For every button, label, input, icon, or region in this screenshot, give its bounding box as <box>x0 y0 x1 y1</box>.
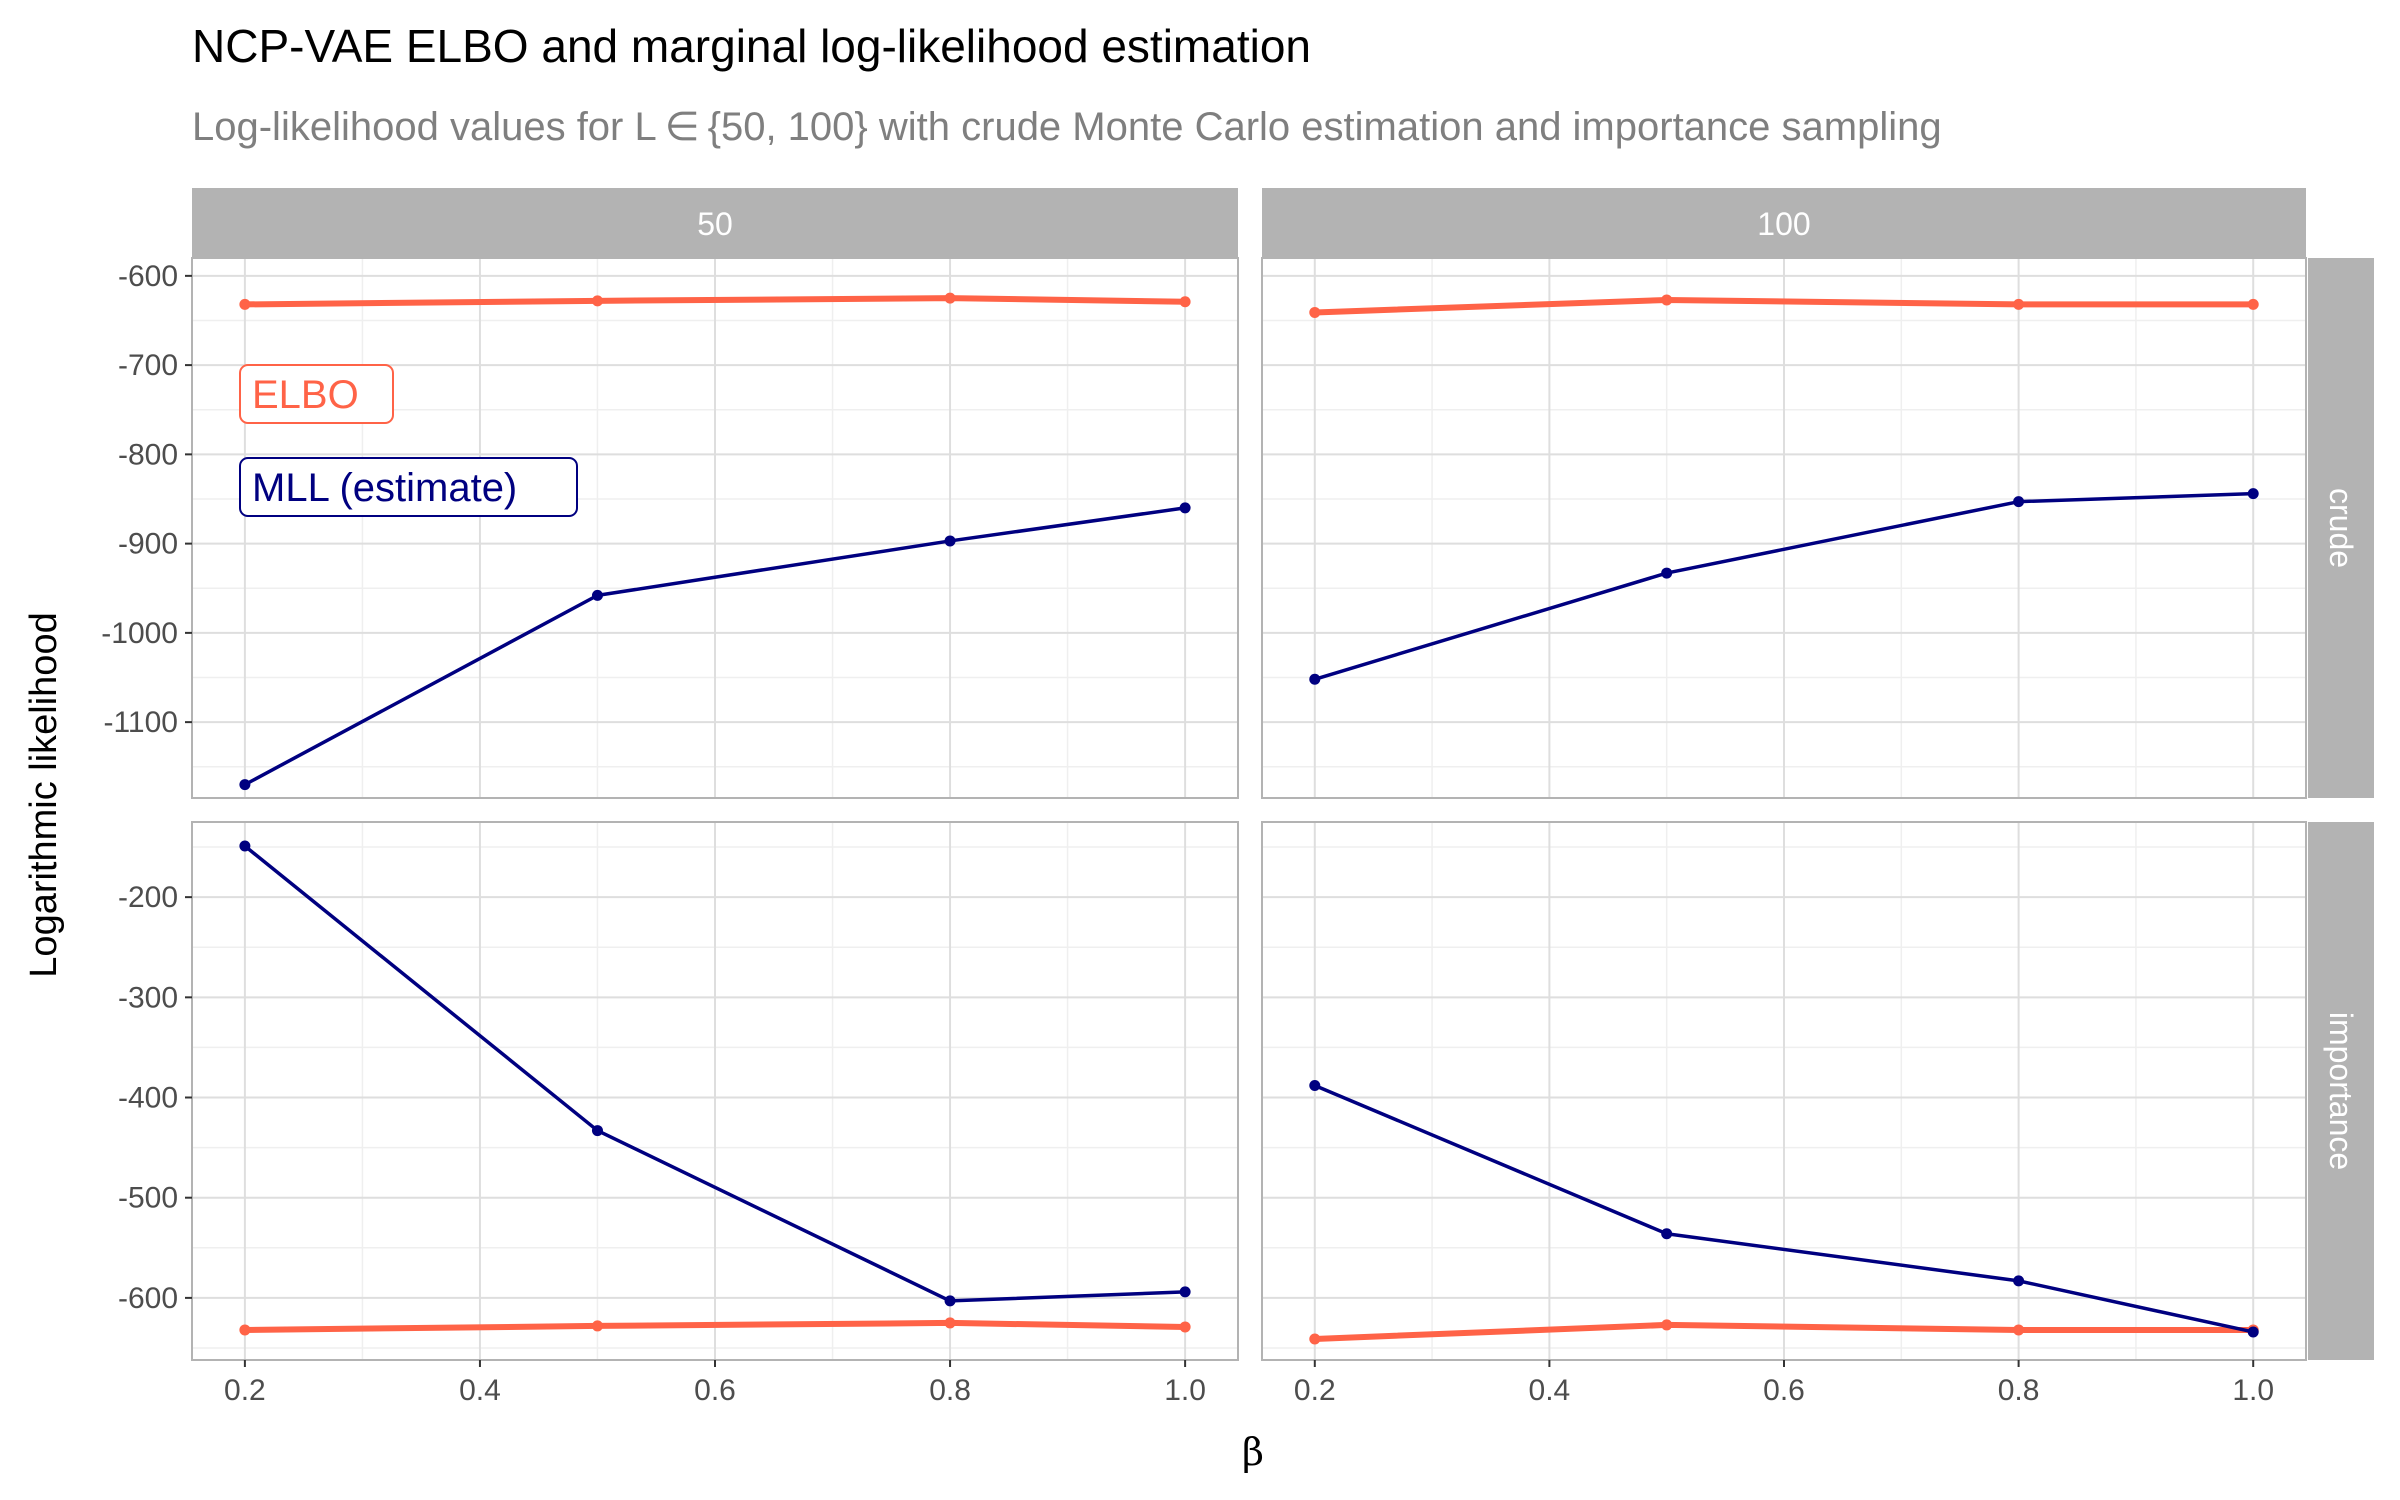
facet-strip-label: 100 <box>1757 206 1810 242</box>
legend-label: ELBO <box>252 373 359 417</box>
data-point-mll <box>1661 567 1673 579</box>
y-tick-label: -600 <box>118 1282 178 1315</box>
facet-strip-label: importance <box>2323 1012 2359 1170</box>
series-line-elbo <box>1314 296 2254 316</box>
data-point-mll <box>2013 1275 2025 1287</box>
x-tick-label: 0.6 <box>694 1374 736 1407</box>
data-point-elbo <box>944 1317 956 1329</box>
y-tick-label: -400 <box>118 1082 178 1115</box>
y-tick-label: -1000 <box>101 617 178 650</box>
y-tick-label: -500 <box>118 1182 178 1215</box>
y-tick-label: -700 <box>118 349 178 382</box>
x-tick-label: 0.8 <box>929 1374 971 1407</box>
facet-strip-label: 50 <box>697 206 733 242</box>
facet-strip-column <box>192 188 1238 258</box>
x-tick-label: 0.2 <box>224 1374 266 1407</box>
facet-strip-row <box>2308 822 2374 1360</box>
x-tick-label: 1.0 <box>1164 1374 1206 1407</box>
data-point-mll <box>944 535 956 547</box>
data-point-elbo <box>1309 1333 1321 1345</box>
series-line-elbo <box>244 295 1186 308</box>
x-tick-label: 0.4 <box>459 1374 501 1407</box>
data-point-elbo <box>591 295 603 307</box>
series-line-mll <box>1314 1083 2254 1334</box>
data-point-mll <box>2247 488 2259 500</box>
y-tick-label: -800 <box>118 438 178 471</box>
data-point-mll <box>1309 673 1321 685</box>
data-point-elbo <box>2013 1324 2025 1336</box>
data-point-mll <box>1661 1228 1673 1240</box>
chart-subtitle: Log-likelihood values for L ∈ {50, 100} … <box>192 105 1942 149</box>
data-point-elbo <box>944 292 956 304</box>
data-point-elbo <box>1179 1321 1191 1333</box>
x-tick-label: 0.2 <box>1294 1374 1336 1407</box>
data-point-mll <box>1179 502 1191 514</box>
x-tick-label: 0.4 <box>1529 1374 1571 1407</box>
data-point-elbo <box>1661 1319 1673 1331</box>
data-point-elbo <box>591 1320 603 1332</box>
y-tick-label: -200 <box>118 881 178 914</box>
series-line-mll <box>243 844 1186 1303</box>
facet-panels: -600 -700 -800 -900 -1000 -1100 -200 -300 -400 -5… <box>101 188 2374 1407</box>
facet-strip-label: crude <box>2323 488 2359 568</box>
data-point-mll <box>239 840 251 852</box>
data-point-elbo <box>2247 298 2259 310</box>
legend-box <box>239 364 394 424</box>
panel-50-crude: -600 -700 -800 -900 -1000 -1100 <box>101 257 1239 799</box>
x-tick-label: 0.8 <box>1998 1374 2040 1407</box>
series-line-mll <box>1314 491 2254 681</box>
data-point-mll <box>2247 1326 2259 1338</box>
y-tick-label: -1100 <box>103 706 178 739</box>
data-point-elbo <box>239 298 251 310</box>
data-point-elbo <box>1661 294 1673 306</box>
data-point-elbo <box>2013 298 2025 310</box>
data-point-mll <box>2013 496 2025 508</box>
chart-title: NCP-VAE ELBO and marginal log-likelihood… <box>192 20 1311 72</box>
data-point-elbo <box>1179 296 1191 308</box>
panel-100-crude <box>1261 257 2307 799</box>
data-point-mll <box>239 779 251 791</box>
series-line-mll <box>244 506 1186 787</box>
facet-strip-row <box>2308 258 2374 798</box>
y-tick-label: -600 <box>118 260 178 293</box>
x-tick-label: 1.0 <box>2232 1374 2274 1407</box>
legend-box <box>239 457 578 517</box>
y-tick-label: -300 <box>118 981 178 1014</box>
data-point-elbo <box>239 1324 251 1336</box>
data-point-mll <box>1309 1079 1321 1091</box>
y-tick-label: -900 <box>118 528 178 561</box>
data-point-mll <box>591 589 603 601</box>
panel-50-importance: -200 -300 -400 -500 -600 0.2 0.4 0.6 0.8 1.0 <box>118 821 1239 1407</box>
data-point-elbo <box>1309 306 1321 318</box>
data-point-mll <box>591 1125 603 1137</box>
series-line-elbo <box>244 1319 1186 1333</box>
facet-strip-column <box>1262 188 2306 258</box>
x-tick-label: 0.6 <box>1763 1374 1805 1407</box>
data-point-mll <box>1179 1286 1191 1298</box>
data-point-mll <box>944 1295 956 1307</box>
x-axis-title: β <box>1242 1430 1264 1474</box>
series-line-elbo <box>1314 1321 2254 1342</box>
legend-label: MLL (estimate) <box>252 466 517 510</box>
y-axis-title: Logarithmic likelihood <box>23 612 65 977</box>
panel-100-importance: 0.2 0.4 0.6 0.8 1.0 <box>1261 821 2307 1407</box>
